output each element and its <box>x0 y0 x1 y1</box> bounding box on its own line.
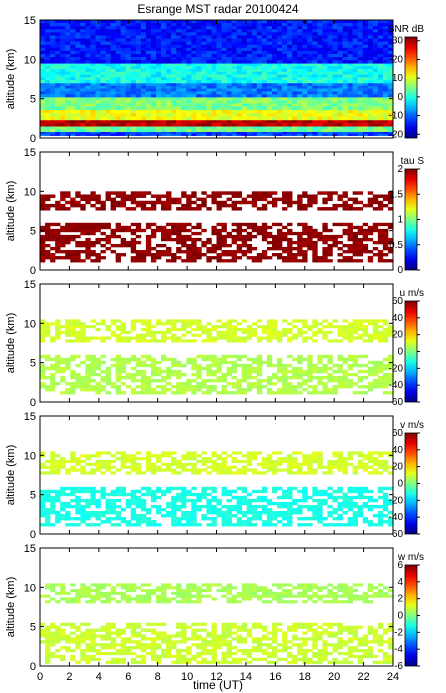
colorbar-tick-label: 20 <box>392 330 404 341</box>
y-tick-label: 10 <box>24 582 36 594</box>
colorbar-tick-label: -4 <box>394 644 403 655</box>
y-tick-label: 10 <box>24 186 36 198</box>
colorbar-tick-label: -2 <box>394 627 403 638</box>
y-tick-label: 10 <box>24 54 36 66</box>
y-tick-label: 0 <box>30 397 36 409</box>
colorbar-tick-label: -40 <box>389 380 404 391</box>
colorbar-tick-label: 60 <box>392 296 404 307</box>
figure-title: Esrange MST radar 20100424 <box>137 2 299 16</box>
y-tick-label: 5 <box>30 358 36 370</box>
colorbar-tick-label: 10 <box>392 73 404 84</box>
colorbar-tick-label: -20 <box>389 363 404 374</box>
colorbar-tick-label: 30 <box>392 36 404 47</box>
y-tick-label: 10 <box>24 450 36 462</box>
y-axis-label: altitude (km) <box>5 181 17 242</box>
y-tick-label: 0 <box>30 661 36 673</box>
colorbar-tick-label: -6 <box>394 661 403 672</box>
colorbar-tick-label: 60 <box>392 428 404 439</box>
colorbar-tick-label: 20 <box>392 462 404 473</box>
colorbar-tick-label: 1 <box>397 215 403 226</box>
y-tick-label: 15 <box>24 15 36 27</box>
panel-w: 0 5 10 15 altitude (km) w m/s6 4 2 0 -2 -4 -6 <box>5 543 424 673</box>
colorbar-label: w m/s <box>397 552 424 563</box>
colorbar-tick-label: 2 <box>397 164 403 175</box>
colorbar-tick-label: 0 <box>397 347 403 358</box>
x-axis: 0 2 4 6 8 10 12 14 16 18 20 22 24 <box>37 671 399 683</box>
x-tick-label: 10 <box>181 671 193 683</box>
x-tick-label: 2 <box>66 671 72 683</box>
y-tick-label: 5 <box>30 226 36 238</box>
colorbar-tick-label: 0 <box>397 479 403 490</box>
colorbar-tick-label: 40 <box>392 445 404 456</box>
colorbar-tick-label: 6 <box>397 560 403 571</box>
y-axis-label: altitude (km) <box>5 313 17 374</box>
y-tick-label: 0 <box>30 529 36 541</box>
colorbar-snr <box>404 36 418 139</box>
panel-tau-data <box>40 191 394 263</box>
y-tick-label: 15 <box>24 543 36 555</box>
colorbar-tick-label: -20 <box>389 495 404 506</box>
y-axis-label: altitude (km) <box>5 445 17 506</box>
x-axis-label: time (UT) <box>193 678 243 692</box>
colorbar-tick-label: 40 <box>392 313 404 324</box>
panel-v-data <box>40 451 394 527</box>
x-tick-label: 16 <box>269 671 281 683</box>
colorbar-tick-label: -20 <box>389 129 404 140</box>
y-tick-label: 5 <box>30 490 36 502</box>
y-axis-label: altitude (km) <box>5 577 17 638</box>
x-tick-label: 22 <box>357 671 369 683</box>
x-tick-label: 12 <box>210 671 222 683</box>
y-tick-label: 0 <box>30 133 36 145</box>
colorbar-w <box>404 564 418 667</box>
panel-tau: 0 5 10 15 altitude (km) tau S2 1.5 1 0.5 0 <box>5 147 424 277</box>
colorbar-tick-label: 0.5 <box>389 240 403 251</box>
colorbar-tick-label: 0 <box>397 611 403 622</box>
colorbar-tick-label: 0 <box>397 92 403 103</box>
panel-w-data <box>40 583 394 664</box>
colorbar-tick-label: -10 <box>389 111 404 122</box>
colorbar-tick-label: 20 <box>392 54 404 65</box>
colorbar-tick-label: 4 <box>397 577 403 588</box>
colorbar-tick-label: -60 <box>389 397 404 408</box>
colorbar-label: u m/s <box>400 288 424 299</box>
x-tick-label: 8 <box>155 671 161 683</box>
y-tick-label: 10 <box>24 318 36 330</box>
y-tick-label: 15 <box>24 147 36 159</box>
y-tick-label: 15 <box>24 411 36 423</box>
colorbar-tick-label: -60 <box>389 529 404 540</box>
panel-u: 0 5 10 15 altitude (km) u m/s60 40 20 0 -20 -40 -60 <box>5 279 424 409</box>
x-tick-label: 14 <box>240 671 252 683</box>
colorbar-v <box>404 432 418 535</box>
x-tick-label: 4 <box>96 671 102 683</box>
y-tick-label: 15 <box>24 279 36 291</box>
y-tick-label: 5 <box>30 94 36 106</box>
colorbar-tau <box>404 168 418 271</box>
panel-snr-data <box>40 20 394 136</box>
colorbar-label: v m/s <box>400 420 424 431</box>
y-axis-label: altitude (km) <box>5 49 17 110</box>
y-tick-label: 0 <box>30 265 36 277</box>
x-tick-label: 6 <box>125 671 131 683</box>
colorbar-tick-label: -40 <box>389 512 404 523</box>
x-tick-label: 24 <box>387 671 399 683</box>
colorbar-tick-label: 0 <box>397 265 403 276</box>
colorbar-tick-label: 2 <box>397 594 403 605</box>
colorbar-label: tau S <box>401 156 425 167</box>
panel-v: 0 5 10 15 altitude (km) v m/s60 40 20 0 -20 -40 -60 <box>5 411 424 541</box>
y-tick-label: 5 <box>30 622 36 634</box>
colorbar-tick-label: 1.5 <box>389 189 403 200</box>
colorbar-u <box>404 300 418 403</box>
x-tick-label: 20 <box>328 671 340 683</box>
colorbar-label: SNR dB <box>388 24 424 35</box>
x-tick-label: 0 <box>37 671 43 683</box>
panel-u-data <box>40 319 394 395</box>
x-tick-label: 18 <box>299 671 311 683</box>
